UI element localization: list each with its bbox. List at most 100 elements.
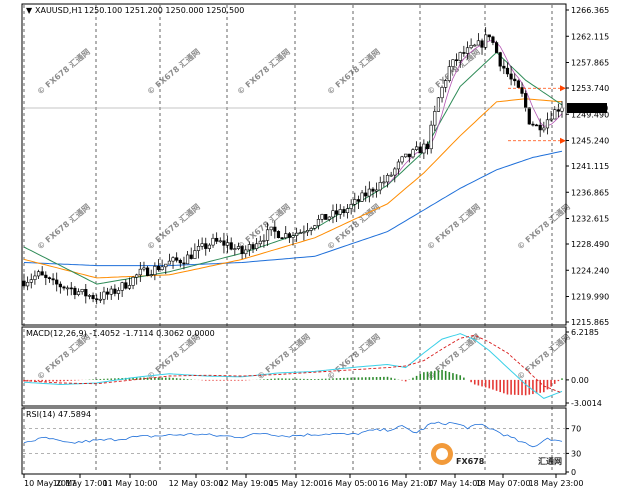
candle-body	[120, 282, 124, 291]
candle-body	[418, 146, 422, 154]
macd-line	[23, 333, 563, 399]
candle-body	[284, 233, 288, 239]
current-price-tag	[567, 103, 607, 114]
candle-body	[487, 34, 491, 38]
candle-body	[244, 249, 248, 255]
rsi-label: RSI(14) 47.5894	[26, 410, 91, 419]
candle-body	[389, 174, 393, 177]
fast-overlay-line	[387, 40, 563, 185]
candle-body	[255, 243, 259, 249]
macd-label: MACD(12,26,9) -1.4052 -1.7114 0.3062 0.0…	[26, 329, 215, 338]
candle-body	[345, 208, 350, 213]
candle-body	[36, 271, 41, 277]
rsi-line	[23, 421, 565, 454]
candle-body	[98, 298, 102, 301]
candle-body	[51, 278, 55, 281]
rsi-y-axis: 70 30 0	[566, 425, 581, 477]
candle-body	[207, 244, 211, 249]
x-tick-label: 15 May 12:00	[269, 479, 324, 488]
candle-body	[444, 80, 448, 88]
candle-body	[131, 276, 135, 286]
candle-body	[233, 248, 237, 250]
candle-body	[462, 52, 466, 54]
candle-body	[291, 235, 295, 238]
candle-body	[196, 246, 201, 251]
candle-body	[313, 225, 317, 229]
candle-body	[247, 244, 251, 251]
candle-body	[298, 232, 302, 234]
candle-body	[360, 192, 364, 202]
candle-body	[22, 280, 26, 287]
vertical-grid	[23, 5, 553, 473]
current-price-label: 1250.500	[570, 104, 608, 113]
y-tick-label: 70	[571, 425, 581, 434]
y-tick-label: 1228.490	[571, 240, 609, 249]
candle-body	[218, 240, 222, 243]
candle-body	[73, 287, 77, 295]
candle-body	[349, 204, 353, 209]
candle-body	[189, 254, 193, 259]
candle-body	[335, 210, 339, 215]
candle-body	[451, 59, 455, 67]
y-tick-label: 1262.115	[571, 32, 609, 41]
candle-body	[469, 44, 473, 49]
candle-body	[164, 263, 168, 268]
fib-arrow	[560, 85, 566, 92]
candle-body	[553, 109, 557, 120]
candle-body	[80, 289, 84, 293]
candle-body	[225, 242, 230, 246]
y-tick-label: 0.00	[571, 376, 589, 385]
y-tick-label: 1245.240	[571, 137, 609, 146]
candle-body	[502, 65, 506, 69]
candle-body	[498, 52, 502, 67]
candle-body	[356, 199, 361, 202]
candle-body	[473, 44, 477, 47]
candle-body	[367, 188, 371, 197]
candle-body	[364, 192, 368, 197]
candle-body	[178, 259, 182, 264]
x-tick-label: 17 May 14:00	[428, 479, 483, 488]
macd-y-axis: 6.2185 0.00 -3.0014	[566, 328, 602, 408]
candle-body	[55, 279, 59, 285]
rsi-path	[23, 421, 563, 448]
candle-body	[531, 123, 535, 126]
candle-body	[124, 282, 128, 289]
candle-body	[66, 287, 70, 290]
candle-body	[480, 40, 484, 48]
candle-body	[156, 265, 161, 270]
candle-body	[404, 153, 408, 158]
candle-body	[135, 274, 139, 278]
macd-panel	[21, 326, 567, 407]
candle-body	[269, 226, 273, 231]
candle-body	[84, 289, 88, 297]
y-tick-label: 1224.240	[571, 266, 609, 275]
y-tick-label: 1219.990	[571, 293, 609, 302]
candle-body	[102, 291, 106, 300]
y-tick-label: 1232.615	[571, 215, 609, 224]
candle-body	[273, 226, 277, 232]
x-tick-label: 18 May 07:00	[476, 479, 531, 488]
x-tick-label: 10 May 2017	[24, 479, 76, 488]
candle-body	[302, 231, 306, 234]
candle-body	[491, 36, 495, 43]
candle-body	[251, 244, 255, 249]
price-candles	[22, 27, 564, 305]
x-tick-label: 16 May 05:00	[323, 479, 378, 488]
candle-body	[222, 240, 226, 246]
chart-header-symbol: XAUUSD,H1	[35, 6, 83, 15]
candle-body	[116, 290, 121, 294]
candle-body	[149, 274, 153, 276]
candle-body	[560, 107, 564, 112]
x-tick-label: 12 May 19:00	[219, 479, 274, 488]
candle-body	[142, 267, 146, 270]
candle-body	[309, 228, 313, 231]
candle-body	[429, 124, 433, 150]
candle-body	[407, 153, 411, 158]
y-tick-label: 1257.865	[571, 59, 609, 68]
candle-body	[240, 246, 244, 255]
y-tick-label: 30	[571, 449, 581, 458]
candle-body	[76, 291, 81, 295]
candle-body	[305, 230, 310, 233]
candle-body	[454, 59, 459, 62]
